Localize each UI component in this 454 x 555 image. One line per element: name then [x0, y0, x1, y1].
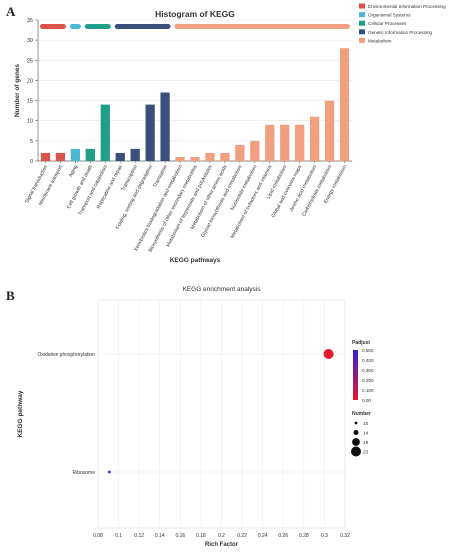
bar	[55, 152, 66, 161]
x-tick-label: 0.18	[196, 533, 206, 539]
bar	[85, 148, 95, 161]
bar	[250, 140, 260, 161]
colorbar-tick-label: 0.200	[362, 378, 374, 383]
size-legend-dot	[354, 421, 358, 425]
x-tick-label: 0.16	[175, 533, 185, 539]
bar	[265, 124, 275, 161]
y-tick-label: Ribosome	[72, 470, 95, 476]
bar	[175, 156, 185, 161]
chart-b-title: KEGG enrichment analysis	[182, 286, 261, 293]
x-tick-label: 0.12	[134, 533, 144, 539]
legend-label: Metabolism	[368, 38, 392, 43]
x-tick-label: 0.14	[155, 533, 165, 539]
bar	[339, 48, 350, 162]
size-legend-dot	[353, 429, 359, 436]
size-legend-label: 10	[363, 421, 369, 427]
bar	[160, 92, 170, 161]
group-bar	[174, 24, 350, 29]
legend-label: Organismal Systems	[368, 13, 411, 18]
bar	[100, 104, 110, 161]
bar	[145, 104, 155, 161]
colorbar-tick-label: 0.400	[362, 358, 374, 363]
data-point	[323, 349, 334, 359]
x-tick-label: 0.32	[340, 533, 350, 539]
colorbar-tick-label: 0.00	[362, 398, 371, 403]
bar	[115, 152, 125, 161]
kegg-enrichment-chart: KEGG enrichment analysis 0.08 0.1 0.12 0.14 0…	[17, 286, 374, 548]
size-legend-label: 19	[363, 440, 369, 446]
chart-b-ylabel: KEGG pathway	[17, 390, 24, 437]
colorbar	[353, 350, 358, 400]
legend-swatch	[359, 29, 365, 35]
x-tick-label: 0.08	[93, 533, 103, 539]
legend-label: Cellular Processes	[368, 21, 407, 26]
y-tick-label: 20	[27, 78, 33, 84]
y-tick-label: 30	[27, 38, 33, 44]
x-tick-label: 0.24	[258, 533, 268, 539]
legend-swatch	[359, 12, 365, 18]
legend-label: Genetic Information Processing	[368, 30, 433, 35]
bar	[309, 116, 320, 161]
size-legend-dot	[351, 446, 361, 457]
legend-swatch	[359, 20, 365, 26]
x-tick-label: 0.26	[278, 533, 288, 539]
y-tick-label: 10	[27, 119, 33, 125]
bar	[40, 152, 51, 161]
y-tick-label: 5	[30, 139, 33, 145]
size-legend-label: 23	[363, 449, 369, 455]
x-tick-label: 0.1	[115, 533, 122, 539]
chart-b-xlabel: Rich Factor	[205, 542, 239, 548]
legend-swatch	[359, 37, 365, 43]
colorbar-tick-label: 0.100	[362, 388, 374, 393]
legend-swatch	[359, 3, 365, 9]
bar	[235, 144, 245, 161]
group-bar	[84, 24, 111, 29]
x-tick-label: Aging	[68, 164, 79, 178]
chart-a-ylabel: Number of genes	[14, 64, 21, 117]
chart-a-title: Histogram of KEGG	[155, 9, 235, 19]
size-legend-label: 14	[363, 430, 369, 436]
y-tick-label: 15	[27, 99, 33, 105]
colorbar-tick-label: 0.300	[362, 368, 374, 373]
y-tick-label: Oxidative phosphorylation	[37, 352, 95, 358]
chart-a-xlabel: KEGG pathways	[170, 257, 221, 264]
colorbar-title: Padjust	[352, 340, 370, 346]
group-bar	[69, 24, 81, 29]
colorbar-tick-label: 0.500	[362, 348, 374, 353]
y-tick-label: 35	[27, 18, 33, 24]
y-tick-label: 0	[30, 159, 33, 165]
size-legend-title: Number	[352, 411, 371, 417]
panel-b-letter: B	[6, 288, 15, 303]
legend-label: Environmental Information Processing	[368, 4, 446, 9]
x-tick-label: 0.3	[321, 533, 328, 539]
x-tick-label: 0.28	[299, 533, 309, 539]
bar	[220, 152, 230, 161]
x-tick-label: 0.22	[237, 533, 247, 539]
group-bar	[114, 24, 171, 29]
y-tick-label: 25	[27, 58, 33, 64]
x-tick-label: 0.2	[218, 533, 225, 539]
bar	[295, 124, 305, 161]
panel-a: A Histogram of KEGG 0 5 10 15 20 25 30 35 Signal …	[0, 0, 454, 275]
bar	[130, 148, 140, 161]
panel-a-letter: A	[6, 4, 16, 19]
group-bar	[40, 24, 66, 29]
data-point	[107, 470, 111, 474]
size-legend-dot	[352, 438, 360, 446]
bar	[280, 124, 290, 161]
panel-b: B KEGG enrichment analysis 0.08 0.1 0.12 0.1…	[0, 280, 454, 550]
bar	[205, 152, 215, 161]
bar	[324, 100, 335, 161]
bar	[190, 156, 200, 161]
bar	[70, 148, 81, 161]
